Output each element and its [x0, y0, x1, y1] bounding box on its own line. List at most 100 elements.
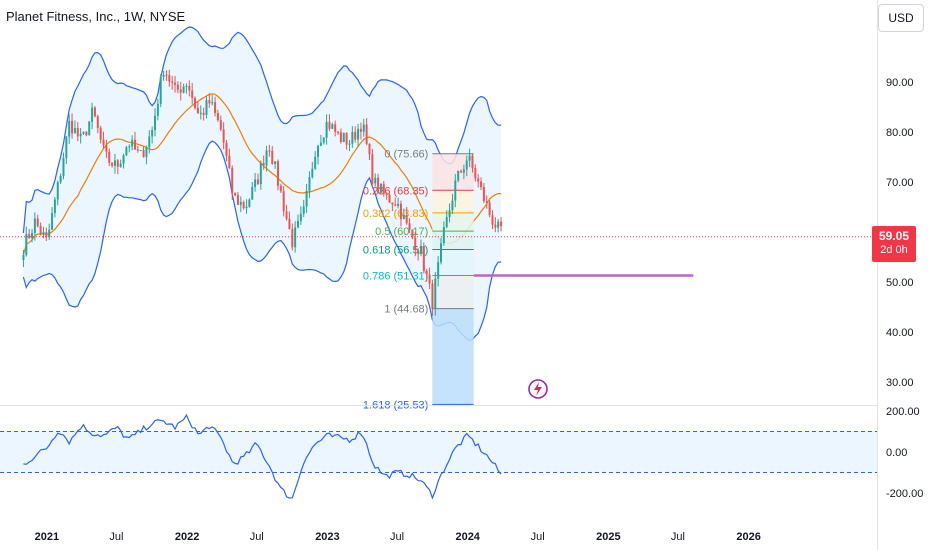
fib-zone [432, 212, 474, 232]
candle-body [82, 131, 85, 134]
candle-body [22, 254, 25, 260]
candle-body [422, 245, 425, 272]
x-tick-label: Jul [390, 531, 404, 543]
candle-body [437, 262, 440, 279]
candle-body [397, 203, 400, 206]
candle-body [85, 131, 88, 136]
candle-body [185, 86, 188, 88]
candle-body [394, 204, 397, 206]
candle-body [351, 131, 354, 144]
candle-body [53, 199, 56, 214]
candle-body [334, 124, 337, 132]
candle-body [182, 86, 185, 93]
candle-body [211, 102, 214, 104]
candle-body [76, 128, 79, 137]
candle-body [482, 187, 485, 202]
candle-body [228, 155, 231, 168]
candle-body [365, 124, 368, 144]
candle-body [480, 181, 483, 188]
fib-level-label: 1 (44.68) [384, 304, 428, 316]
candle-body [282, 191, 285, 212]
x-tick-label: 2023 [315, 531, 339, 543]
candle-body [91, 107, 94, 122]
osc-tick-label: 0.00 [886, 447, 907, 459]
bollinger-basis [22, 93, 502, 256]
candle-body [471, 155, 474, 169]
fib-zone [432, 308, 474, 405]
candle-body [36, 218, 39, 227]
candle-body [388, 194, 391, 203]
candle-body [402, 214, 405, 220]
y-tick-label: 30.00 [886, 377, 914, 389]
candle-body [319, 142, 322, 146]
candle-body [116, 160, 119, 167]
candle-body [39, 226, 42, 235]
candle-body [33, 218, 36, 234]
flash-icon[interactable] [528, 379, 548, 399]
candle-body [308, 177, 311, 191]
candle-body [148, 136, 151, 148]
candle-body [73, 128, 76, 134]
candle-body [405, 214, 408, 224]
candle-body [102, 139, 105, 146]
candle-body [93, 107, 96, 117]
candle-body [108, 151, 111, 163]
candle-body [202, 112, 205, 115]
candle-body [411, 229, 414, 238]
candle-body [488, 202, 491, 216]
candle-body [96, 116, 99, 128]
candle-body [168, 75, 171, 82]
x-tick-label: Jul [671, 531, 685, 543]
candle-body [113, 160, 116, 166]
candlestick-series [22, 69, 503, 316]
candle-body [171, 81, 174, 83]
candle-body [425, 271, 428, 275]
candle-body [434, 278, 437, 309]
oscillator-line [23, 413, 502, 500]
candle-body [62, 157, 65, 176]
candle-body [288, 218, 291, 230]
candle-body [417, 250, 420, 254]
candle-body [65, 136, 68, 158]
candle-body [234, 192, 237, 196]
candle-body [328, 121, 331, 129]
candle-body [285, 211, 288, 219]
symbol-title[interactable]: Planet Fitness, Inc., 1W, NYSE [6, 9, 186, 24]
candle-body [385, 193, 388, 195]
candle-body [491, 215, 494, 225]
candle-body [391, 202, 394, 205]
candle-body [399, 203, 402, 220]
oscillator-pane [0, 413, 877, 500]
candle-body [236, 195, 239, 205]
candle-body [222, 129, 225, 143]
osc-tick-label: 200.00 [886, 406, 920, 418]
candle-body [428, 274, 431, 284]
pane-divider[interactable] [0, 405, 877, 406]
candle-body [154, 115, 157, 131]
candle-body [45, 232, 48, 237]
candle-body [28, 234, 31, 238]
candle-body [279, 185, 282, 192]
y-tick-label: 50.00 [886, 277, 914, 289]
candle-body [354, 131, 357, 140]
candle-body [339, 132, 342, 142]
candle-body [25, 234, 28, 255]
candle-body [371, 154, 374, 184]
candle-body [88, 121, 91, 136]
candle-body [419, 245, 422, 254]
candle-body [216, 113, 219, 121]
candle-body [256, 179, 259, 185]
candle-body [131, 139, 134, 147]
candle-body [494, 224, 497, 228]
y-tick-label: 40.00 [886, 327, 914, 339]
candle-body [68, 120, 71, 137]
candle-body [460, 170, 463, 173]
candle-body [174, 82, 177, 85]
candle-body [331, 124, 334, 129]
fib-zone [432, 249, 474, 276]
candle-body [225, 142, 228, 156]
currency-button[interactable]: USD [878, 4, 924, 32]
y-tick-label: 90.00 [886, 77, 914, 89]
fib-zone [432, 153, 474, 191]
